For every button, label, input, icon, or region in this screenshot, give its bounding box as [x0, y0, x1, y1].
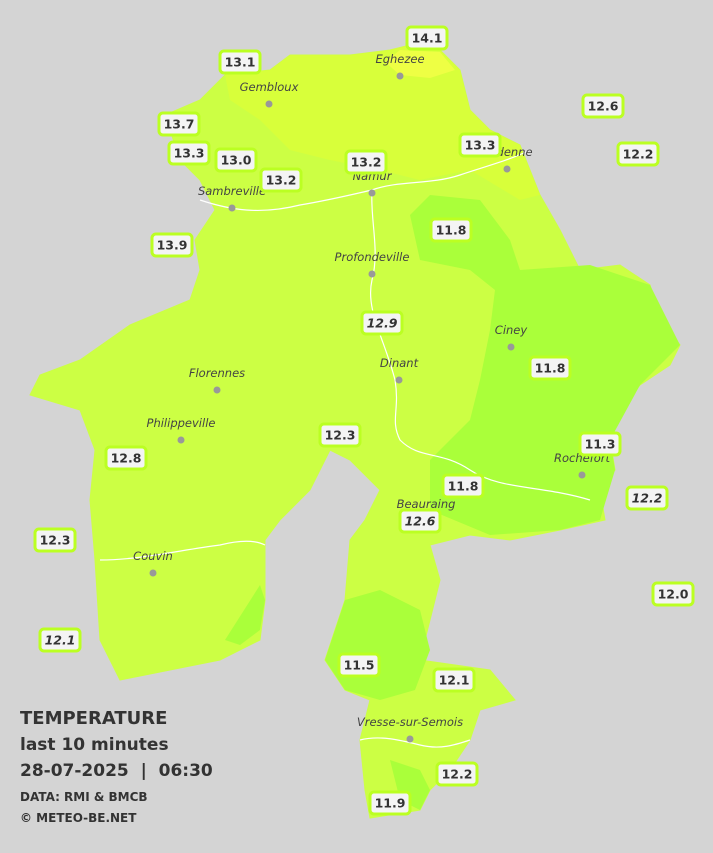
credit: © METEO-BE.NET — [20, 811, 137, 825]
reading-label: 12.1 — [439, 673, 470, 688]
reading-label: 13.2 — [351, 155, 382, 170]
town-label: Beauraing — [397, 497, 456, 511]
reading-label: 12.9 — [367, 316, 398, 331]
reading-box — [398, 508, 442, 534]
town-dot — [507, 343, 515, 351]
reading-label: 12.2 — [632, 491, 663, 506]
title: TEMPERATURE — [20, 708, 167, 729]
reading-box — [625, 485, 669, 511]
yellow-zone — [385, 50, 455, 78]
reading-label: 12.2 — [623, 147, 654, 162]
reading-label: 12.1 — [45, 633, 76, 648]
reading-label: 12.8 — [111, 451, 142, 466]
town-dot — [368, 189, 376, 197]
subtitle: last 10 minutes — [20, 735, 169, 755]
town-dot — [503, 165, 511, 173]
reading-label: 11.5 — [344, 658, 375, 673]
town-dot — [213, 386, 221, 394]
town-label: Philippeville — [147, 416, 216, 430]
reading-label: 12.2 — [442, 767, 473, 782]
reading-label: 11.9 — [375, 796, 406, 811]
town-dot — [265, 100, 273, 108]
reading-box — [344, 149, 388, 175]
town-label: Florennes — [189, 366, 245, 380]
reading-box — [218, 49, 262, 75]
reading-label: 11.3 — [585, 437, 616, 452]
reading-label: 13.9 — [157, 238, 188, 253]
reading-label: 13.1 — [225, 55, 256, 70]
reading-box — [167, 140, 211, 166]
town-dot — [228, 204, 236, 212]
reading-label: 12.6 — [588, 99, 619, 114]
reading-box — [214, 147, 258, 173]
reading-box — [458, 132, 502, 158]
reading-box — [435, 761, 479, 787]
reading-box — [368, 790, 412, 816]
reading-label: 13.2 — [266, 173, 297, 188]
reading-box — [432, 667, 476, 693]
town-dot — [406, 735, 414, 743]
reading-box — [651, 581, 695, 607]
reading-box — [616, 141, 660, 167]
source: DATA: RMI & BMCB — [20, 790, 148, 804]
town-dot — [368, 270, 376, 278]
reading-box — [441, 473, 485, 499]
reading-box — [405, 25, 449, 51]
town-label: Dinant — [380, 356, 419, 370]
cool-zone — [225, 585, 265, 645]
reading-box — [259, 167, 303, 193]
reading-label: 13.7 — [164, 117, 195, 132]
town-label: Couvin — [133, 549, 173, 563]
reading-label: 11.8 — [448, 479, 479, 494]
town-label: Ciney — [495, 323, 528, 337]
reading-box — [38, 627, 82, 653]
reading-label: 11.8 — [535, 361, 566, 376]
town-dot — [149, 569, 157, 577]
reading-box — [528, 355, 572, 381]
reading-box — [581, 93, 625, 119]
reading-label: 11.8 — [436, 223, 467, 238]
reading-label: 13.3 — [465, 138, 496, 153]
town-dot — [396, 72, 404, 80]
reading-box — [150, 232, 194, 258]
reading-box — [157, 111, 201, 137]
town-label: Sambreville — [198, 184, 266, 198]
reading-box — [337, 652, 381, 678]
town-dot — [395, 376, 403, 384]
reading-box — [318, 422, 362, 448]
reading-box — [33, 527, 77, 553]
reading-label: 13.0 — [221, 153, 252, 168]
town-label: Profondeville — [335, 250, 410, 264]
town-dot — [578, 471, 586, 479]
reading-box — [360, 310, 404, 336]
warm-zone — [225, 45, 540, 200]
reading-label: 12.3 — [40, 533, 71, 548]
reading-label: 13.3 — [174, 146, 205, 161]
datetime: 28-07-2025 | 06:30 — [20, 761, 213, 781]
reading-label: 12.6 — [405, 514, 436, 529]
reading-box — [429, 217, 473, 243]
reading-label: 12.0 — [658, 587, 689, 602]
reading-label: 14.1 — [412, 31, 443, 46]
town-label: Eghezee — [375, 52, 424, 66]
town-dot — [177, 436, 185, 444]
town-label: Gembloux — [240, 80, 299, 94]
town-label: Vresse-sur-Semois — [357, 715, 463, 729]
reading-box — [578, 431, 622, 457]
reading-box — [104, 445, 148, 471]
reading-label: 12.3 — [325, 428, 356, 443]
